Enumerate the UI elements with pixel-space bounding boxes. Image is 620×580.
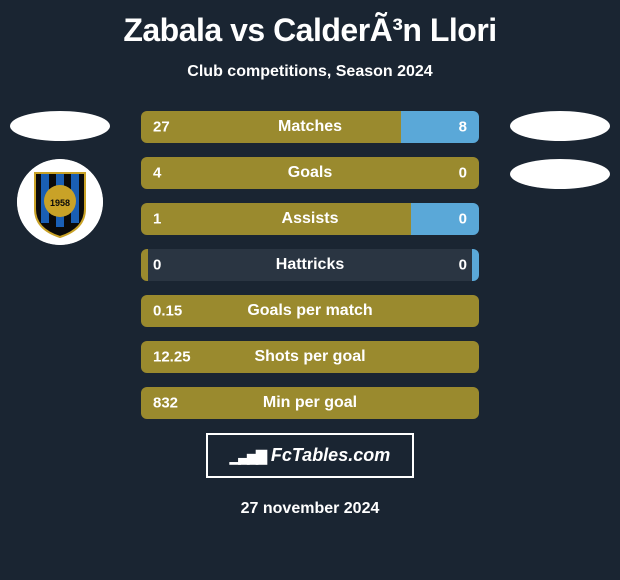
branding-footer: ▁▃▅▇ FcTables.com [0,433,620,478]
player-left-club-logo: 1958 [17,159,103,245]
stat-value-left: 12.25 [153,349,191,366]
stat-label: Min per goal [263,394,357,412]
branding-text: FcTables.com [271,445,390,465]
comparison-subtitle: Club competitions, Season 2024 [0,63,620,81]
stat-bar-left [141,111,401,143]
stat-row: 27 Matches 8 [141,111,479,143]
fctables-logo: ▁▃▅▇ FcTables.com [206,433,414,478]
stat-value-right: 0 [459,211,467,228]
stat-bar-right [472,249,479,281]
stat-bar-right [401,111,479,143]
player-right-column [510,111,610,207]
stat-row: 0 Hattricks 0 [141,249,479,281]
stat-bar-right [411,203,479,235]
stat-row: 12.25 Shots per goal [141,341,479,373]
comparison-date: 27 november 2024 [0,500,620,518]
stat-label: Shots per goal [254,348,365,366]
stat-label: Goals [288,164,332,182]
player-right-logo-placeholder [510,159,610,189]
comparison-content: 1958 27 Matches 8 4 Goals 0 1 Assists 0 0 Hattrick… [0,111,620,419]
stat-row: 832 Min per goal [141,387,479,419]
bars-icon: ▁▃▅▇ [230,448,265,465]
stat-label: Hattricks [276,256,344,274]
comparison-title: Zabala vs CalderÃ³n Llori [0,0,620,49]
stat-bar-left [141,203,411,235]
svg-text:1958: 1958 [50,198,70,208]
stat-row: 1 Assists 0 [141,203,479,235]
club-shield-icon: 1958 [17,159,103,245]
stat-label: Goals per match [247,302,372,320]
stat-label: Matches [278,118,342,136]
stat-value-left: 0 [153,257,161,274]
stat-value-left: 1 [153,211,161,228]
stat-value-left: 832 [153,395,178,412]
stat-value-left: 27 [153,119,170,136]
stat-value-left: 0.15 [153,303,182,320]
stats-container: 27 Matches 8 4 Goals 0 1 Assists 0 0 Hattricks 0 0.1… [141,111,479,419]
stat-row: 4 Goals 0 [141,157,479,189]
stat-label: Assists [282,210,339,228]
stat-row: 0.15 Goals per match [141,295,479,327]
player-left-flag [10,111,110,141]
player-left-column: 1958 [10,111,110,245]
stat-value-right: 0 [459,165,467,182]
stat-value-right: 0 [459,257,467,274]
stat-value-right: 8 [459,119,467,136]
stat-value-left: 4 [153,165,161,182]
stat-bar-left [141,249,148,281]
player-right-flag [510,111,610,141]
